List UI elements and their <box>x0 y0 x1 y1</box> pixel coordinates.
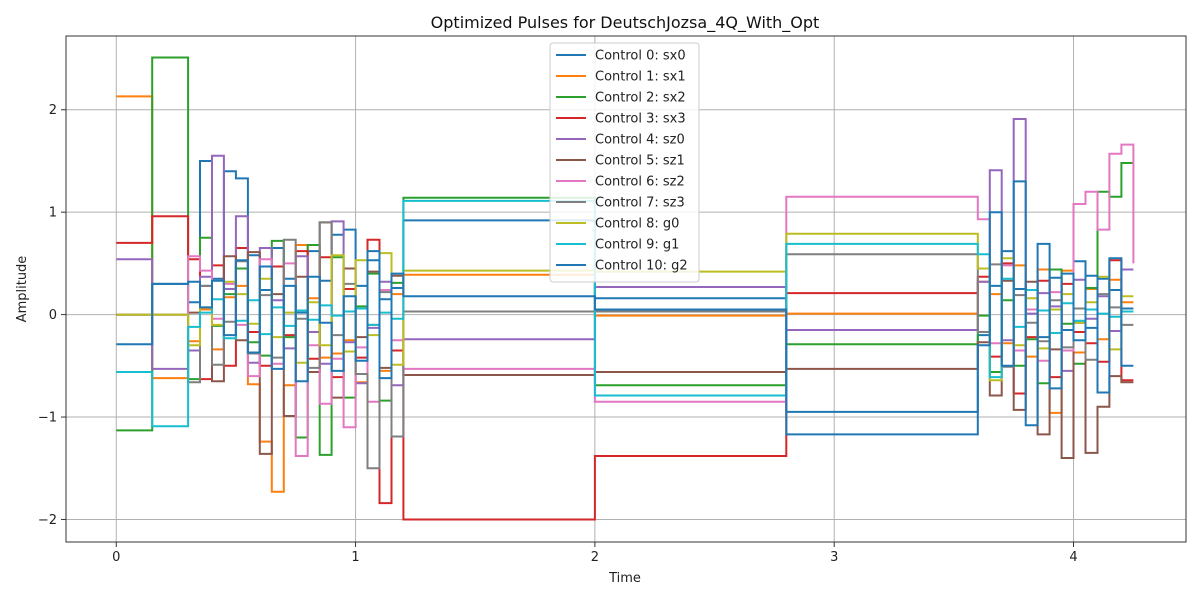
x-tick-label: 4 <box>1069 550 1077 565</box>
x-tick-label: 2 <box>591 550 599 565</box>
x-axis-ticks: 0 1 2 3 4 <box>112 542 1078 565</box>
legend-label: Control 5: sz1 <box>595 154 685 169</box>
y-tick-label: 2 <box>49 103 57 118</box>
y-axis-label: Amplitude <box>15 256 30 323</box>
y-tick-label: −2 <box>38 513 57 528</box>
legend-label: Control 8: g0 <box>595 217 679 232</box>
series-layer <box>116 56 1135 521</box>
legend-box <box>549 42 700 283</box>
x-tick-label: 0 <box>112 550 120 565</box>
x-tick-label: 1 <box>351 550 359 565</box>
plot-frame <box>65 35 1187 543</box>
legend-label: Control 9: g1 <box>595 238 679 253</box>
legend-label: Control 1: sx1 <box>595 70 686 85</box>
series-line-10 <box>116 180 1134 436</box>
legend-label: Control 3: sx3 <box>595 112 686 127</box>
legend-label: Control 6: sz2 <box>595 175 685 190</box>
y-tick-label: 1 <box>49 206 57 221</box>
legend-label: Control 2: sx2 <box>595 91 686 106</box>
y-axis-ticks: −2 −1 0 1 2 <box>38 103 66 528</box>
legend-label: Control 0: sx0 <box>595 49 686 64</box>
y-tick-label: −1 <box>38 411 57 426</box>
legend-label: Control 7: sz3 <box>595 196 685 211</box>
x-axis-label: Time <box>608 571 641 586</box>
legend-label: Control 4: sz0 <box>595 133 685 148</box>
x-tick-label: 3 <box>830 550 838 565</box>
legend: Control 0: sx0 Control 1: sx1 Control 2: s… <box>549 42 700 283</box>
legend-label: Control 10: g2 <box>595 259 688 274</box>
y-tick-label: 0 <box>49 308 57 323</box>
series-line-6 <box>116 143 1135 457</box>
chart-title: Optimized Pulses for DeutschJozsa_4Q_Wit… <box>431 13 820 33</box>
